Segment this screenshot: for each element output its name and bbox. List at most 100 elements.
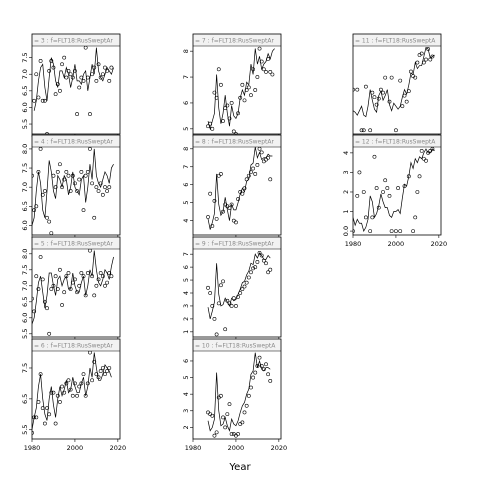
observation-point: [231, 296, 236, 301]
observation-point: [77, 177, 82, 182]
observation-point: [238, 422, 243, 426]
fitted-line: [32, 250, 114, 325]
observation-point: [381, 90, 385, 95]
observation-point: [62, 290, 67, 295]
observation-point: [96, 62, 101, 67]
observation-point: [47, 219, 52, 224]
observation-point: [249, 270, 253, 275]
y-tick-label: 4: [182, 392, 190, 396]
observation-point: [32, 430, 34, 435]
panel-7: = 9 : f=FLT18:RusSweptAr 1 2 3 4 5 6 7: [182, 236, 282, 340]
observation-point: [40, 98, 45, 103]
y-tick-label: 7: [182, 75, 190, 79]
observation-point: [255, 260, 260, 264]
observation-point: [264, 69, 268, 74]
y-tick-label: 6: [182, 359, 190, 363]
observation-point: [49, 231, 54, 235]
observation-point: [34, 204, 39, 209]
observation-point: [105, 189, 110, 193]
observation-point: [94, 185, 99, 190]
observation-point: [32, 98, 37, 103]
x-tick-label: 1980: [185, 444, 202, 452]
observation-point: [264, 261, 268, 266]
y-tick-label: 6.0: [21, 220, 29, 230]
observation-point: [363, 84, 368, 89]
observation-point: [223, 327, 228, 332]
observation-point: [268, 177, 273, 182]
observation-point: [210, 224, 215, 228]
observation-point: [221, 209, 225, 214]
observation-point: [212, 316, 217, 321]
strip-background: [353, 34, 441, 46]
y-tick-label: 5.5: [21, 425, 29, 435]
observation-point: [227, 206, 232, 210]
observation-point: [66, 69, 71, 73]
observation-point: [68, 189, 73, 193]
observation-point: [240, 287, 245, 292]
observation-point: [419, 149, 424, 153]
observation-point: [68, 287, 73, 291]
observation-point: [415, 60, 420, 65]
observation-point: [424, 57, 428, 62]
observation-point: [60, 303, 64, 307]
observation-point: [387, 99, 392, 104]
y-tick-label: 4: [182, 291, 190, 295]
y-tick-label: 3: [342, 170, 350, 174]
observation-point: [58, 88, 62, 93]
observation-point: [62, 390, 67, 395]
observation-point: [216, 301, 221, 306]
observation-point: [68, 387, 73, 392]
observation-point: [421, 156, 426, 161]
x-tick-label: 2020: [431, 240, 448, 248]
observation-point: [383, 75, 388, 80]
observation-point: [66, 173, 71, 178]
observation-point: [372, 95, 377, 100]
observation-point: [107, 366, 112, 370]
observation-point: [81, 274, 86, 279]
observation-point: [55, 287, 60, 291]
observation-point: [229, 304, 234, 308]
observation-point: [85, 75, 90, 80]
observation-point: [36, 400, 41, 404]
observation-point: [253, 172, 258, 176]
observation-point: [266, 155, 271, 160]
strip-background: [32, 135, 120, 147]
observation-point: [244, 88, 249, 92]
observation-point: [90, 72, 95, 77]
observation-point: [236, 197, 240, 201]
observation-point: [430, 147, 435, 151]
observation-point: [47, 331, 52, 336]
observation-point: [214, 95, 219, 100]
observation-point: [100, 366, 105, 370]
observation-point: [210, 413, 215, 418]
observation-point: [34, 274, 39, 279]
observation-point: [77, 85, 82, 90]
panel-data: [353, 46, 435, 133]
x-tick-label: 2020: [271, 444, 288, 452]
strip-label: = 11 : f=FLT18:RusSweptA: [355, 38, 436, 45]
observation-point: [40, 277, 45, 282]
observation-point: [210, 126, 215, 131]
observation-point: [92, 293, 97, 298]
observation-point: [60, 384, 64, 389]
fitted-line: [207, 352, 271, 432]
observation-point: [103, 65, 107, 70]
observation-point: [261, 67, 266, 72]
observation-point: [70, 173, 75, 178]
panel-frame: [352, 33, 442, 135]
panel-frame: [31, 236, 121, 338]
panel-data: [32, 46, 114, 134]
observation-point: [88, 112, 92, 116]
observation-point: [413, 215, 418, 220]
observation-point: [88, 249, 92, 253]
observation-point: [38, 147, 43, 151]
observation-point: [249, 93, 253, 98]
observation-point: [355, 193, 360, 198]
observation-point: [109, 274, 114, 279]
observation-point: [73, 69, 77, 73]
observation-point: [79, 169, 84, 174]
observation-point: [107, 271, 112, 275]
observation-point: [88, 147, 92, 151]
observation-point: [64, 381, 69, 386]
observation-point: [426, 150, 431, 155]
